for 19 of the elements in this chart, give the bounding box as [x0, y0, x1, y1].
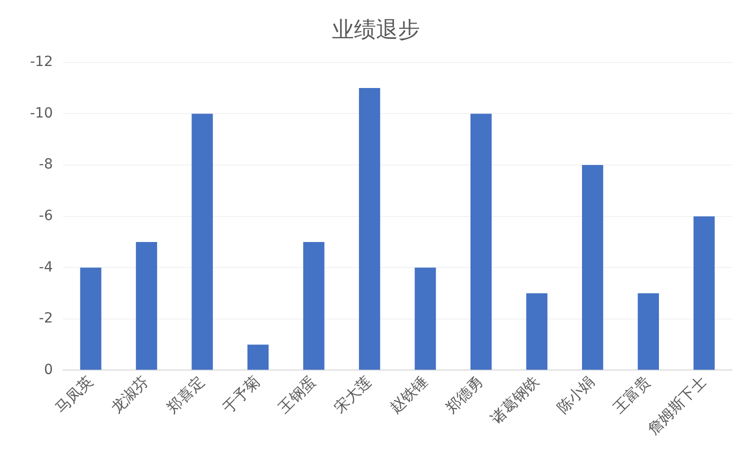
chart-title: 业绩退步 [332, 18, 420, 43]
x-tick-label: 郑德勇 [442, 372, 487, 417]
y-tick-label: -2 [38, 310, 53, 327]
y-tick-label: -4 [38, 259, 53, 276]
x-tick-label: 陈小娟 [554, 372, 598, 417]
x-tick-label: 龙淑芬 [108, 372, 152, 417]
x-tick-label: 于予菊 [219, 372, 264, 417]
y-tick-label: 0 [44, 362, 53, 378]
x-tick-label: 王富贵 [609, 372, 654, 417]
x-tick-label: 马凤英 [52, 372, 96, 417]
x-tick-label: 宋大莲 [330, 372, 376, 417]
y-tick-label: -12 [30, 54, 53, 70]
x-tick-label: 赵铁锤 [386, 372, 431, 417]
x-tick-label: 诸葛钢铁 [487, 372, 542, 428]
x-tick-label: 王钢蛋 [274, 372, 320, 417]
x-tick-label: 郑喜定 [163, 372, 208, 417]
y-tick-label: -8 [38, 156, 53, 173]
y-tick-label: -10 [30, 105, 53, 122]
y-tick-label: -6 [38, 208, 53, 224]
